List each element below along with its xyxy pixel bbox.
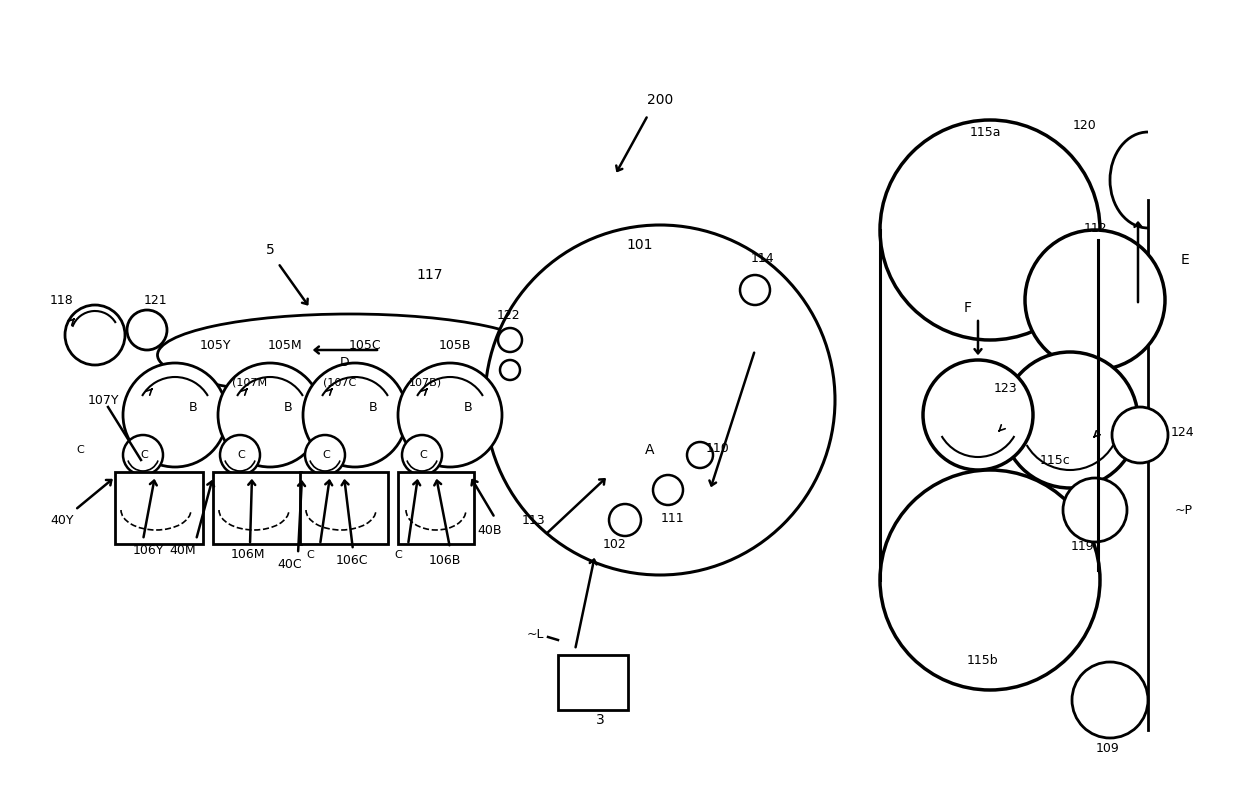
Text: 40Y: 40Y [51, 513, 73, 527]
Circle shape [123, 363, 227, 467]
Ellipse shape [157, 314, 543, 396]
Text: 40M: 40M [170, 543, 196, 557]
Circle shape [126, 310, 167, 350]
Text: 118: 118 [50, 294, 74, 307]
Text: 105M: 105M [268, 338, 303, 352]
Text: B: B [188, 401, 197, 413]
Text: A: A [645, 443, 655, 457]
Text: 200: 200 [647, 93, 673, 107]
Circle shape [609, 504, 641, 536]
Circle shape [923, 360, 1033, 470]
Text: C: C [76, 445, 84, 455]
Text: 3: 3 [595, 713, 604, 727]
Bar [300, 472, 388, 544]
Text: 109: 109 [1096, 741, 1120, 755]
Circle shape [498, 328, 522, 352]
Circle shape [1063, 478, 1127, 542]
Circle shape [123, 435, 162, 475]
Circle shape [218, 363, 322, 467]
Circle shape [402, 435, 441, 475]
Text: E: E [1180, 253, 1189, 267]
Circle shape [880, 120, 1100, 340]
Text: 120: 120 [1073, 119, 1097, 131]
Text: 106B: 106B [429, 554, 461, 566]
Bar [398, 472, 474, 544]
Circle shape [305, 435, 345, 475]
Text: 40C: 40C [278, 558, 303, 572]
Circle shape [1002, 352, 1138, 488]
Text: 106Y: 106Y [133, 543, 164, 557]
Circle shape [880, 470, 1100, 690]
Text: F: F [963, 301, 972, 315]
Text: 117: 117 [417, 268, 443, 282]
Text: 123: 123 [993, 382, 1017, 394]
Text: C: C [237, 450, 244, 460]
Text: ~L: ~L [526, 629, 544, 642]
Circle shape [398, 363, 502, 467]
Text: 105C: 105C [348, 338, 382, 352]
Text: 114: 114 [750, 252, 774, 265]
Text: 106M: 106M [231, 549, 265, 562]
Text: 107B): 107B) [408, 377, 441, 387]
Circle shape [485, 225, 835, 575]
Text: 124: 124 [1171, 425, 1194, 439]
Circle shape [500, 360, 520, 380]
Text: B: B [284, 401, 293, 413]
Text: C: C [419, 450, 427, 460]
Circle shape [687, 442, 713, 468]
Text: 122: 122 [496, 309, 520, 322]
Bar [213, 472, 301, 544]
Text: C: C [322, 450, 330, 460]
Text: (107M: (107M [232, 377, 268, 387]
Text: 115c: 115c [1039, 454, 1070, 466]
Bar [558, 655, 627, 710]
Text: ~P: ~P [1176, 504, 1193, 516]
Text: C: C [394, 550, 402, 560]
Circle shape [740, 275, 770, 305]
Text: 119: 119 [1070, 539, 1094, 553]
Text: C: C [306, 550, 314, 560]
Text: 5: 5 [265, 243, 274, 257]
Circle shape [653, 475, 683, 505]
Text: 107Y: 107Y [88, 394, 119, 406]
Text: B: B [368, 401, 377, 413]
Text: 105B: 105B [439, 338, 471, 352]
Text: 111: 111 [660, 512, 683, 524]
Text: 115a: 115a [970, 125, 1001, 139]
Text: 105Y: 105Y [200, 338, 231, 352]
Circle shape [1112, 407, 1168, 463]
Text: 106C: 106C [336, 554, 368, 566]
Text: (107C: (107C [324, 377, 357, 387]
Text: 113: 113 [521, 513, 544, 527]
Bar [115, 472, 203, 544]
Circle shape [1025, 230, 1166, 370]
Text: 112: 112 [1084, 222, 1107, 234]
Text: D: D [340, 356, 350, 368]
Text: 121: 121 [143, 294, 167, 307]
Text: B: B [464, 401, 472, 413]
Circle shape [303, 363, 407, 467]
Circle shape [1073, 662, 1148, 738]
Text: 40B: 40B [477, 524, 502, 536]
Text: 110: 110 [706, 441, 730, 455]
Circle shape [219, 435, 260, 475]
Text: 102: 102 [603, 539, 627, 551]
Text: C: C [140, 450, 148, 460]
Circle shape [64, 305, 125, 365]
Text: 115b: 115b [966, 653, 998, 667]
Text: 101: 101 [626, 238, 653, 252]
